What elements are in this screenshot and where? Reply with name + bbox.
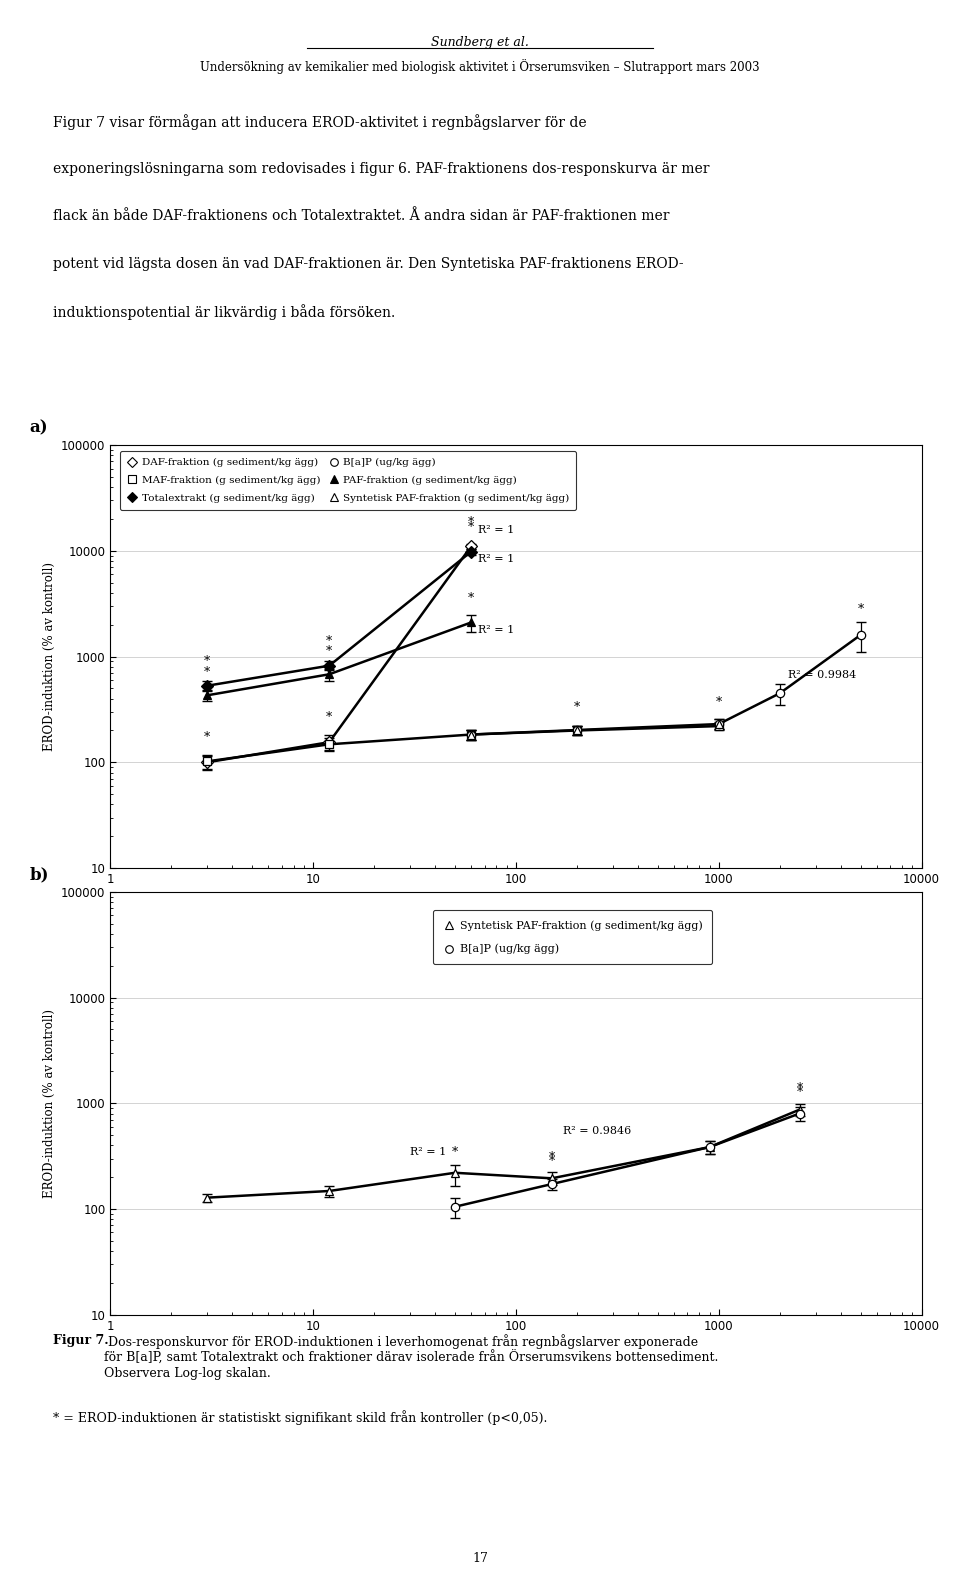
Text: Undersökning av kemikalier med biologisk aktivitet i Örserumsviken – Slutrapport: Undersökning av kemikalier med biologisk…: [201, 59, 759, 73]
Y-axis label: EROD-induktion (% av kontroll): EROD-induktion (% av kontroll): [42, 562, 56, 751]
Text: *: *: [326, 645, 332, 657]
Text: *: *: [468, 521, 474, 534]
Text: *: *: [326, 711, 332, 724]
Text: *: *: [468, 591, 474, 605]
Text: potent vid lägsta dosen än vad DAF-fraktionen är. Den Syntetiska PAF-fraktionens: potent vid lägsta dosen än vad DAF-frakt…: [53, 257, 684, 271]
Text: *: *: [548, 1155, 555, 1169]
Text: *: *: [204, 730, 210, 743]
Text: a): a): [29, 420, 48, 437]
Text: *: *: [468, 516, 474, 529]
Text: *: *: [797, 1082, 803, 1095]
Text: *: *: [548, 1150, 555, 1164]
Text: *: *: [574, 702, 580, 714]
Legend: DAF-fraktion (g sediment/kg ägg), MAF-fraktion (g sediment/kg ägg), Totalextrakt: DAF-fraktion (g sediment/kg ägg), MAF-fr…: [120, 451, 577, 510]
Text: *: *: [857, 604, 864, 616]
Text: R² = 1: R² = 1: [478, 554, 515, 564]
Text: *: *: [204, 654, 210, 668]
Text: Dos-responskurvor för EROD-induktionen i leverhomogenat från regnbågslarver expo: Dos-responskurvor för EROD-induktionen i…: [104, 1334, 718, 1380]
Text: *: *: [452, 1145, 458, 1158]
Text: induktionspotential är likvärdig i båda försöken.: induktionspotential är likvärdig i båda …: [53, 304, 396, 320]
Text: R² = 1: R² = 1: [478, 526, 515, 535]
Text: 17: 17: [472, 1552, 488, 1565]
Text: *: *: [797, 1087, 803, 1099]
Text: R² = 0.9984: R² = 0.9984: [788, 670, 856, 680]
Text: *: *: [326, 635, 332, 648]
Text: R² = 1: R² = 1: [478, 626, 515, 635]
Text: R² = 0.9846: R² = 0.9846: [563, 1126, 631, 1136]
Text: *: *: [715, 695, 722, 710]
Text: Sundberg et al.: Sundberg et al.: [431, 36, 529, 49]
Text: * = EROD-induktionen är statistiskt signifikant skild från kontroller (p<0,05).: * = EROD-induktionen är statistiskt sign…: [53, 1410, 547, 1424]
Y-axis label: EROD-induktion (% av kontroll): EROD-induktion (% av kontroll): [42, 1009, 56, 1198]
Text: *: *: [204, 665, 210, 678]
Legend: Syntetisk PAF-fraktion (g sediment/kg ägg), B[a]P (ug/kg ägg): Syntetisk PAF-fraktion (g sediment/kg äg…: [433, 911, 712, 965]
Text: Figur 7.: Figur 7.: [53, 1334, 108, 1346]
Text: R² = 1: R² = 1: [410, 1147, 446, 1156]
Text: exponeringslösningarna som redovisades i figur 6. PAF-fraktionens dos-responskur: exponeringslösningarna som redovisades i…: [53, 162, 709, 176]
Text: flack än både DAF-fraktionens och Totalextraktet. Å andra sidan är PAF-fraktione: flack än både DAF-fraktionens och Totale…: [53, 209, 669, 223]
Text: Figur 7 visar förmågan att inducera EROD-aktivitet i regnbågslarver för de: Figur 7 visar förmågan att inducera EROD…: [53, 114, 587, 130]
Text: b): b): [29, 866, 49, 884]
